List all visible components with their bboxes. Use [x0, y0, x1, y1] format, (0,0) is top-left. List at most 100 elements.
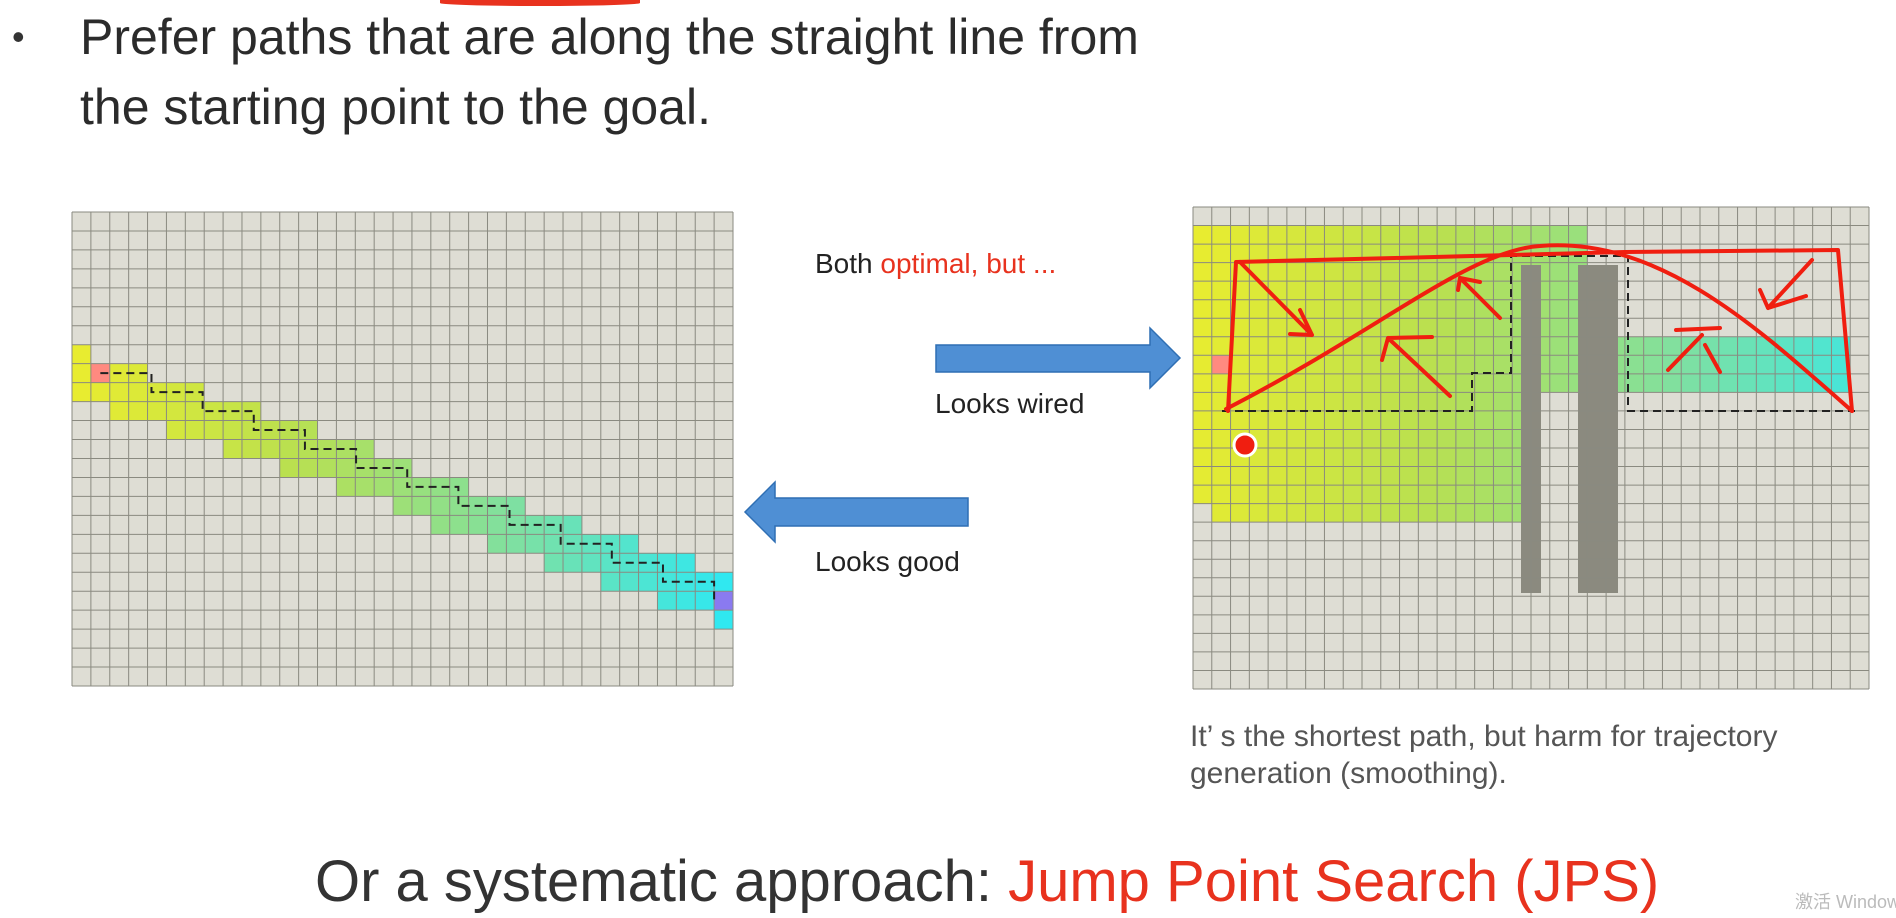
- bottom-statement-red: Jump Point Search (JPS): [1008, 849, 1660, 914]
- right-explored-cell: [1249, 318, 1269, 337]
- right-explored-cell: [1305, 392, 1325, 411]
- right-explored-cell: [1380, 318, 1400, 337]
- right-explored-cell: [1324, 410, 1344, 430]
- right-explored-cell: [1324, 355, 1344, 374]
- right-explored-cell: [1700, 373, 1719, 393]
- right-explored-cell: [1437, 466, 1456, 486]
- left-path-cell: [657, 553, 677, 573]
- right-explored-cell: [1380, 281, 1400, 300]
- left-path-cell: [430, 515, 450, 535]
- left-path-cell: [109, 382, 129, 402]
- right-explored-cell: [1249, 244, 1269, 263]
- right-explored-cell: [1418, 429, 1438, 448]
- right-explored-cell: [1286, 244, 1306, 263]
- right-explored-cell: [1305, 225, 1325, 245]
- left-grid-figure: [71, 211, 734, 687]
- bullet-text-line1: Prefer paths that are along the straight…: [80, 9, 1139, 65]
- right-explored-cell: [1343, 281, 1362, 300]
- right-explored-cell: [1493, 485, 1513, 504]
- right-explored-cell: [1362, 410, 1381, 430]
- right-explored-cell: [1305, 336, 1325, 356]
- left-path-cell: [487, 534, 507, 554]
- left-path-cell: [298, 420, 318, 440]
- right-explored-cell: [1399, 448, 1419, 467]
- right-explored-cell: [1455, 373, 1475, 393]
- right-explored-cell: [1249, 355, 1269, 374]
- right-explored-cell: [1286, 429, 1306, 448]
- left-path-cell: [430, 496, 450, 516]
- right-explored-cell: [1193, 262, 1212, 282]
- red-hand-annotations: [1224, 243, 1854, 413]
- right-explored-cell: [1286, 281, 1306, 300]
- right-explored-cell: [1418, 318, 1438, 337]
- left-path-cell: [581, 553, 601, 573]
- top-red-annotation: [440, 0, 640, 6]
- right-explored-cell: [1455, 225, 1475, 245]
- left-path-cell: [430, 477, 450, 497]
- right-explored-cell: [1399, 318, 1419, 337]
- left-path-cell: [241, 439, 261, 459]
- right-explored-cell: [1324, 392, 1344, 411]
- right-explored-cell: [1493, 410, 1513, 430]
- right-explored-cell: [1268, 429, 1287, 448]
- left-path-cell: [393, 496, 412, 516]
- left-path-cell: [449, 496, 469, 516]
- right-explored-cell: [1418, 392, 1438, 411]
- right-explored-cell: [1230, 503, 1250, 523]
- right-explored-cell: [1418, 410, 1438, 430]
- right-explored-cell: [1268, 448, 1287, 467]
- right-explored-cell: [1362, 392, 1381, 411]
- right-explored-cell: [1418, 262, 1438, 282]
- right-explored-cell: [1399, 429, 1419, 448]
- right-explored-cell: [1418, 503, 1438, 523]
- right-explored-cell: [1362, 336, 1381, 356]
- right-explored-cell: [1418, 244, 1438, 263]
- right-explored-cell: [1493, 355, 1513, 374]
- left-grid-lines: [71, 211, 734, 687]
- right-grid-lines: [1192, 206, 1870, 690]
- right-explored-cell: [1211, 336, 1231, 356]
- right-explored-cell: [1305, 448, 1325, 467]
- right-explored-cell: [1193, 429, 1212, 448]
- right-explored-cell: [1249, 503, 1269, 523]
- right-explored-cell: [1549, 299, 1569, 319]
- left-path-cell: [581, 534, 601, 554]
- left-path-cell: [487, 515, 507, 535]
- right-explored-cell: [1737, 336, 1757, 356]
- left-path-cell: [128, 401, 148, 421]
- right-explored-cell: [1286, 392, 1306, 411]
- left-grid-background: [72, 212, 733, 686]
- right-explored-cell: [1268, 336, 1287, 356]
- right-explored-cell: [1418, 299, 1438, 319]
- right-explored-cell: [1193, 373, 1212, 393]
- bullet-text-line2: the starting point to the goal.: [80, 79, 711, 135]
- left-path-cell: [298, 458, 318, 478]
- left-path-cell: [260, 439, 280, 459]
- right-explored-cell: [1324, 503, 1344, 523]
- left-path-cell: [374, 477, 394, 497]
- right-explored-cell: [1493, 373, 1513, 393]
- left-path-cell: [336, 477, 356, 497]
- right-explored-cell: [1399, 485, 1419, 504]
- left-path-cell: [279, 458, 299, 478]
- right-explored-cell: [1624, 373, 1644, 393]
- right-explored-cell: [1211, 392, 1231, 411]
- right-explored-cell: [1230, 410, 1250, 430]
- left-path-cell: [657, 572, 677, 592]
- right-explored-cell: [1756, 373, 1776, 393]
- right-explored-cell: [1268, 225, 1287, 245]
- right-explored-cell: [1643, 373, 1663, 393]
- right-explored-cell: [1193, 318, 1212, 337]
- right-explored-cell: [1624, 355, 1644, 374]
- right-explored-cell: [1193, 410, 1212, 430]
- right-explored-cell: [1380, 392, 1400, 411]
- right-explored-cell: [1493, 336, 1513, 356]
- right-explored-cell: [1737, 355, 1757, 374]
- right-explored-cell: [1756, 355, 1776, 374]
- right-explored-cell: [1211, 503, 1231, 523]
- left-path-cell: [185, 382, 205, 402]
- right-explored-cell: [1775, 373, 1794, 393]
- right-explored-cell: [1474, 503, 1494, 523]
- right-explored-cell: [1474, 448, 1494, 467]
